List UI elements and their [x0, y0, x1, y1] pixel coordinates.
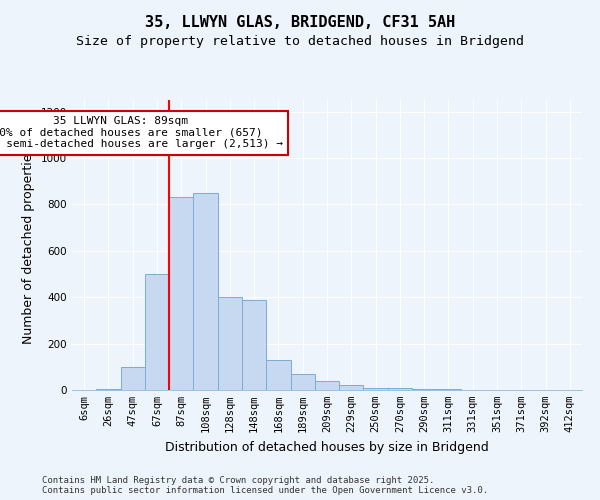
Bar: [266, 360, 290, 390]
Y-axis label: Number of detached properties: Number of detached properties: [22, 146, 35, 344]
Bar: [145, 274, 169, 390]
Bar: [388, 388, 412, 390]
Bar: [193, 193, 218, 390]
Bar: [218, 297, 242, 390]
Bar: [290, 374, 315, 390]
Text: 35, LLWYN GLAS, BRIDGEND, CF31 5AH: 35, LLWYN GLAS, BRIDGEND, CF31 5AH: [145, 15, 455, 30]
Bar: [315, 380, 339, 390]
Text: Contains HM Land Registry data © Crown copyright and database right 2025.
Contai: Contains HM Land Registry data © Crown c…: [42, 476, 488, 495]
Bar: [339, 386, 364, 390]
Bar: [169, 198, 193, 390]
Bar: [121, 367, 145, 390]
Bar: [96, 389, 121, 390]
Bar: [364, 388, 388, 390]
Bar: [412, 389, 436, 390]
X-axis label: Distribution of detached houses by size in Bridgend: Distribution of detached houses by size …: [165, 440, 489, 454]
Text: Size of property relative to detached houses in Bridgend: Size of property relative to detached ho…: [76, 35, 524, 48]
Text: 35 LLWYN GLAS: 89sqm
← 20% of detached houses are smaller (657)
78% of semi-deta: 35 LLWYN GLAS: 89sqm ← 20% of detached h…: [0, 116, 283, 150]
Bar: [242, 300, 266, 390]
